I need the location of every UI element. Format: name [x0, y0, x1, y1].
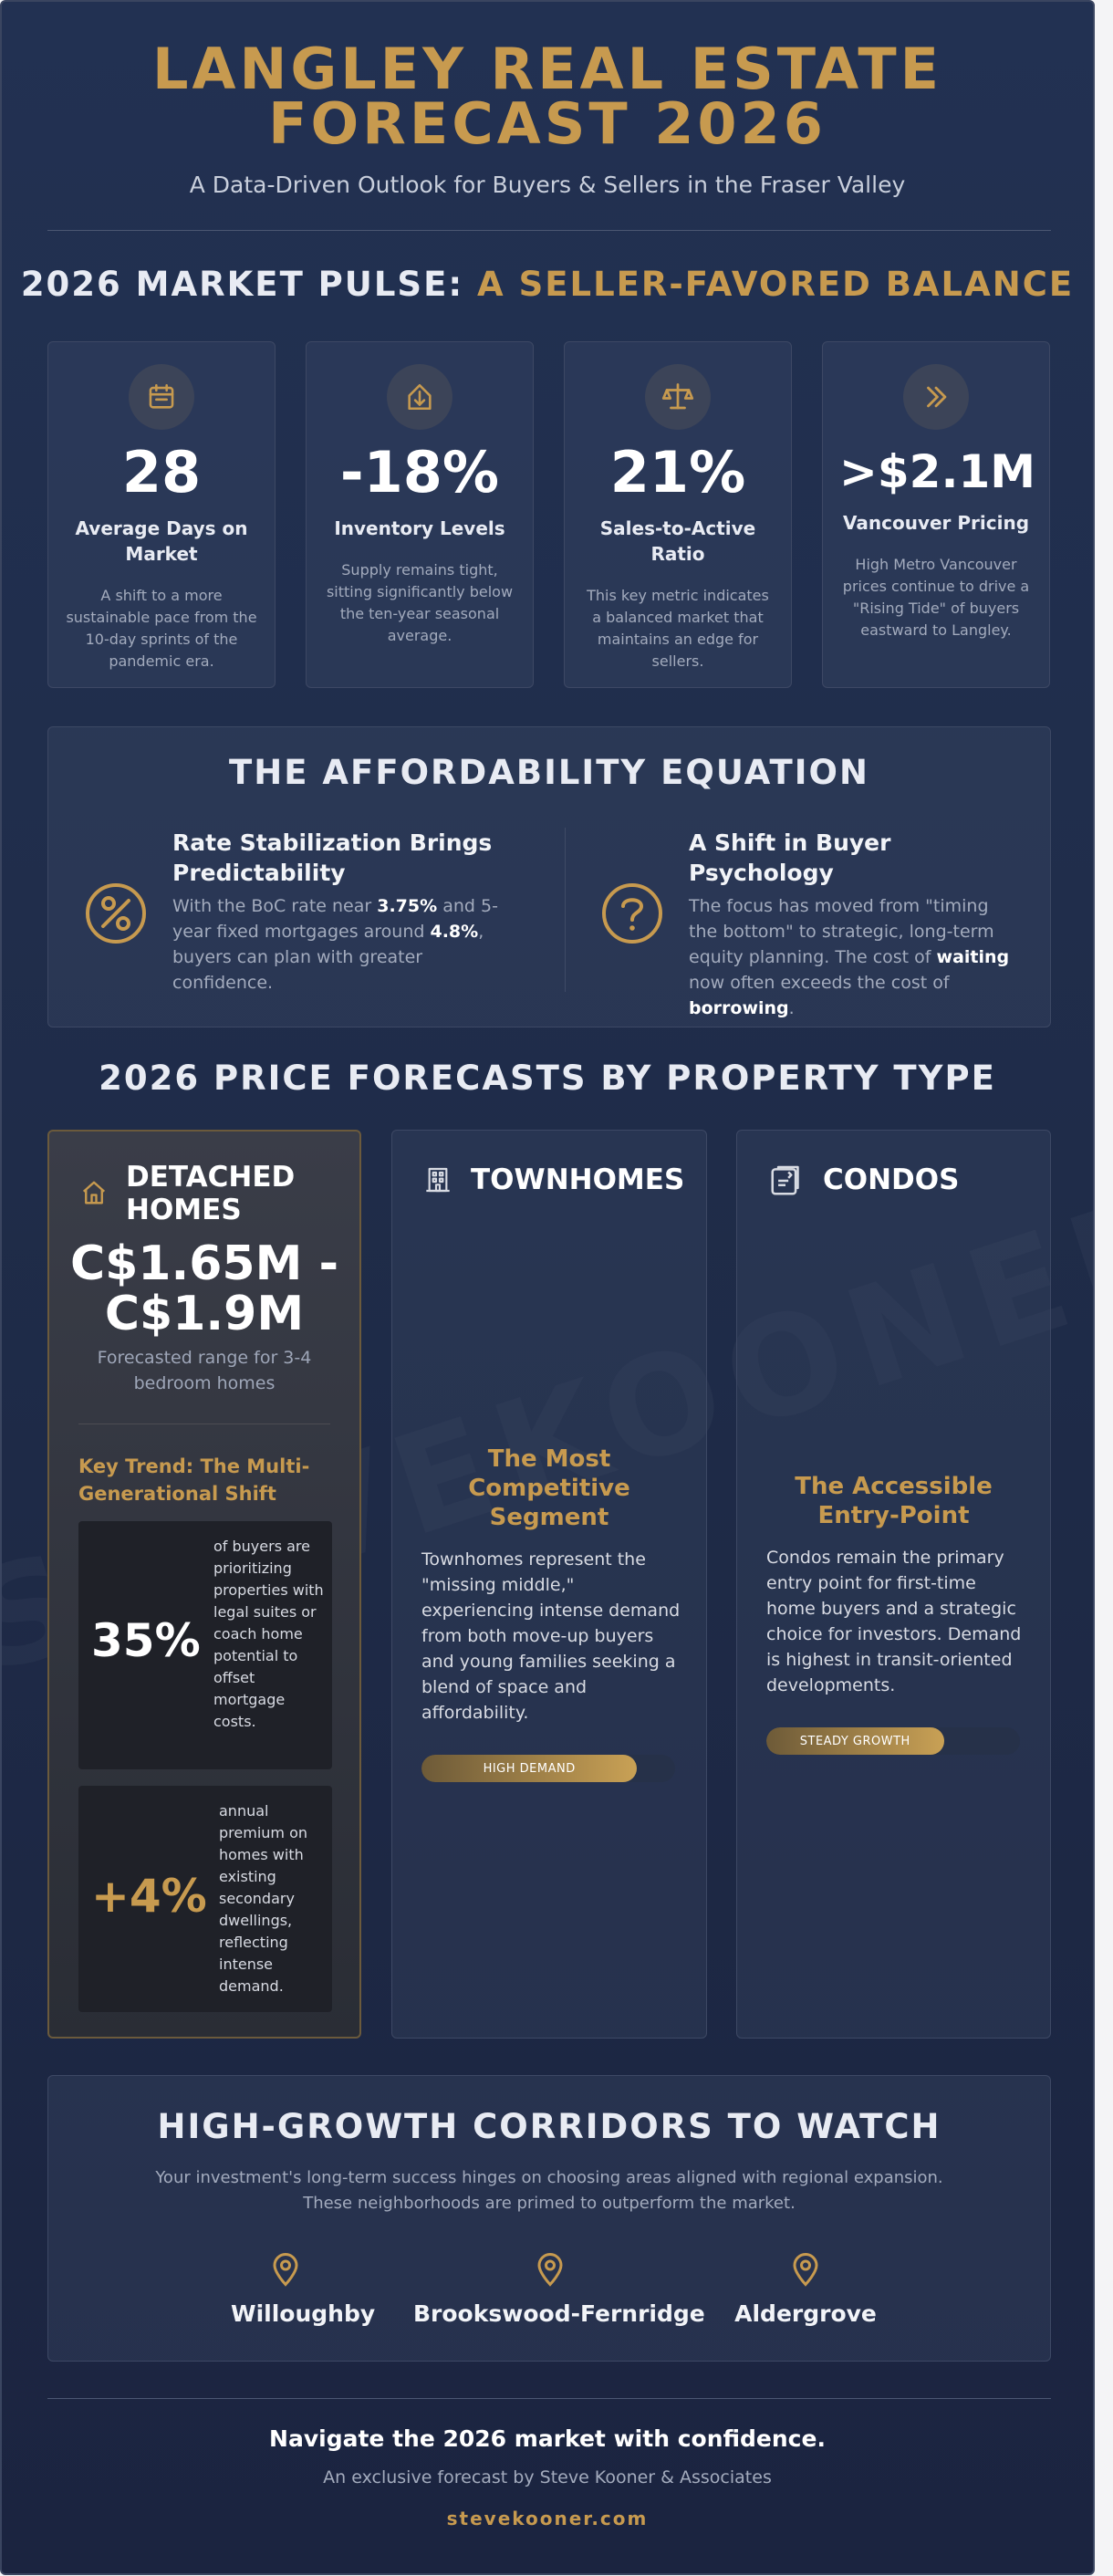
calendar-icon: [129, 364, 194, 430]
corridors-description: Your investment's long-term success hing…: [155, 2168, 943, 2213]
affordability-title: THE AFFORDABILITY EQUATION: [229, 753, 869, 792]
footer-divider: [47, 2398, 1051, 2399]
footer-website-link[interactable]: stevekooner.com: [446, 2508, 649, 2529]
chevrons-right-icon: [903, 364, 969, 430]
header-divider: [47, 230, 1051, 231]
home-icon: [82, 1181, 106, 1205]
affordability-divider: [565, 828, 566, 992]
market-pulse-title-prefix: 2026 MARKET PULSE:: [20, 265, 464, 304]
buyer-psychology-text: The focus has moved from "timing the bot…: [689, 896, 1010, 1018]
stat-label: Sales-to-Active Ratio: [599, 517, 756, 565]
corridor-name: Willoughby: [231, 2300, 376, 2327]
stat-label: Inventory Levels: [334, 517, 505, 539]
stat-description: A shift to a more sustainable pace from …: [66, 587, 257, 670]
stat-description: High Metro Vancouver prices continue to …: [842, 556, 1030, 639]
corridor-brookswood-fernridge: Brookswood-Fernridge: [413, 2251, 705, 2327]
stat-label: Average Days on Market: [75, 517, 248, 565]
question-icon: [602, 883, 662, 944]
trend-stat-premium: +4% annual premium on homes with existin…: [78, 1786, 332, 2012]
buyer-psychology-block: A Shift in Buyer Psychology The focus ha…: [689, 828, 1017, 1021]
buyer-psychology-heading: A Shift in Buyer Psychology: [689, 829, 891, 886]
card-condos: CONDOS The Accessible Entry-Point Condos…: [736, 1130, 1051, 2039]
stat-card-inventory: -18% Inventory Levels Supply remains tig…: [306, 341, 534, 688]
stat-card-days-on-market: 28 Average Days on Market A shift to a m…: [47, 341, 276, 688]
stat-card-sales-ratio: 21% Sales-to-Active Ratio This key metri…: [564, 341, 792, 688]
key-trend-heading: Key Trend: The Multi-Generational Shift: [78, 1455, 310, 1505]
rate-stabilization-heading: Rate Stabilization Brings Predictability: [172, 829, 493, 886]
house-down-icon: [387, 364, 452, 430]
corridor-willoughby: Willoughby: [231, 2251, 376, 2327]
townhomes-demand-bar: HIGH DEMAND: [421, 1755, 675, 1782]
building-icon: [426, 1167, 450, 1193]
card-detached-homes: DETACHED HOMES C$1.65M - C$1.9M Forecast…: [47, 1130, 361, 2039]
map-pin-icon: [793, 2253, 818, 2287]
rate-icon: [86, 883, 146, 944]
trend-stat-value: 35%: [91, 1614, 201, 1667]
stat-value: -18%: [339, 439, 500, 506]
rate-stabilization-text: With the BoC rate near 3.75% and 5-year …: [172, 896, 498, 993]
stat-description: This key metric indicates a balanced mar…: [587, 587, 769, 670]
card-townhomes: TOWNHOMES The Most Competitive Segment T…: [391, 1130, 707, 2039]
stat-value: 21%: [609, 439, 746, 506]
condos-demand-bar: STEADY GROWTH: [766, 1727, 1020, 1755]
page-subtitle: A Data-Driven Outlook for Buyers & Selle…: [189, 172, 906, 198]
corridor-name: Aldergrove: [734, 2300, 877, 2327]
trend-stat-value: +4%: [91, 1870, 207, 1923]
stat-label: Vancouver Pricing: [842, 512, 1030, 534]
page-title: LANGLEY REAL ESTATE FORECAST 2026: [2, 36, 1093, 157]
condos-demand-fill: STEADY GROWTH: [766, 1727, 944, 1755]
footer-credit: An exclusive forecast by Steve Kooner & …: [323, 2467, 772, 2487]
map-pin-icon: [273, 2253, 298, 2287]
trend-stat-text: of buyers are prioritizing properties wi…: [213, 1538, 324, 1730]
forecasts-title: 2026 PRICE FORECASTS BY PROPERTY TYPE: [99, 1059, 996, 1098]
stat-value: >$2.1M: [839, 445, 1036, 498]
detached-price-range: C$1.65M - C$1.9M: [69, 1236, 339, 1341]
condos-title: CONDOS: [823, 1163, 960, 1196]
stat-description: Supply remains tight, sitting significan…: [326, 561, 514, 644]
townhomes-title: TOWNHOMES: [471, 1163, 685, 1196]
scale-icon: [645, 364, 711, 430]
rate-stabilization-block: Rate Stabilization Brings Predictability…: [172, 828, 501, 996]
trend-stat-suites: 35% of buyers are prioritizing propertie…: [78, 1521, 332, 1769]
corridor-name: Brookswood-Fernridge: [413, 2300, 705, 2327]
detached-title: DETACHED HOMES: [126, 1161, 296, 1226]
detached-price-subtitle: Forecasted range for 3-4 bedroom homes: [97, 1348, 312, 1393]
condo-icon: [771, 1165, 799, 1195]
condos-demand-label: STEADY GROWTH: [799, 1734, 910, 1748]
corridors-title: HIGH-GROWTH CORRIDORS TO WATCH: [157, 2107, 941, 2146]
affordability-panel: THE AFFORDABILITY EQUATION Rate Stabiliz…: [47, 726, 1051, 1027]
condos-tagline: The Accessible Entry-Point: [795, 1473, 993, 1529]
title-line-2: FORECAST 2026: [268, 90, 827, 157]
trend-stat-text: annual premium on homes with existing se…: [219, 1802, 307, 1995]
growth-corridors-panel: HIGH-GROWTH CORRIDORS TO WATCH Your inve…: [47, 2075, 1051, 2362]
corridor-aldergrove: Aldergrove: [723, 2251, 888, 2327]
townhomes-demand-label: HIGH DEMAND: [483, 1761, 576, 1776]
townhomes-demand-fill: HIGH DEMAND: [421, 1755, 638, 1782]
condos-description: Condos remain the primary entry point fo…: [766, 1548, 1022, 1695]
title-line-1: LANGLEY REAL ESTATE: [151, 36, 943, 102]
map-pin-icon: [537, 2253, 563, 2287]
townhomes-description: Townhomes represent the "missing middle,…: [421, 1549, 681, 1723]
townhomes-tagline: The Most Competitive Segment: [468, 1445, 630, 1531]
stat-card-vancouver-pricing: >$2.1M Vancouver Pricing High Metro Vanc…: [822, 341, 1050, 688]
footer-tagline: Navigate the 2026 market with confidence…: [269, 2425, 826, 2452]
market-pulse-title-highlight: A SELLER-FAVORED BALANCE: [477, 265, 1075, 304]
stat-value: 28: [121, 439, 202, 506]
market-pulse-title: 2026 MARKET PULSE: A SELLER-FAVORED BALA…: [2, 265, 1093, 304]
